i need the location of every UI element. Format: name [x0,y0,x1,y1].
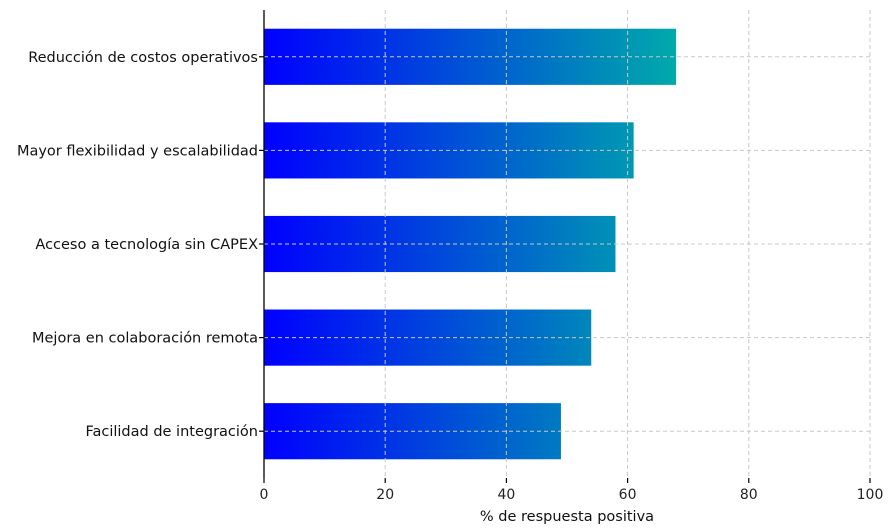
category-label: Acceso a tecnología sin CAPEX [35,237,258,253]
category-label: Mejora en colaboración remota [32,331,258,347]
category-labels: Reducción de costos operativos Mayor flex… [17,50,264,440]
x-tick-label: 0 [260,487,269,503]
x-tick-label: 80 [740,487,758,503]
x-tick-label: 100 [857,487,884,503]
category-label: Mayor flexibilidad y escalabilidad [17,143,258,159]
x-ticks: 0 20 40 60 80 100 [260,478,884,503]
x-axis-title: % de respuesta positiva [480,509,654,525]
x-tick-label: 60 [619,487,637,503]
grid-lines [264,10,871,478]
category-label: Facilidad de integración [85,424,258,440]
category-label: Reducción de costos operativos [28,50,258,66]
x-tick-label: 20 [376,487,394,503]
x-tick-label: 40 [497,487,515,503]
